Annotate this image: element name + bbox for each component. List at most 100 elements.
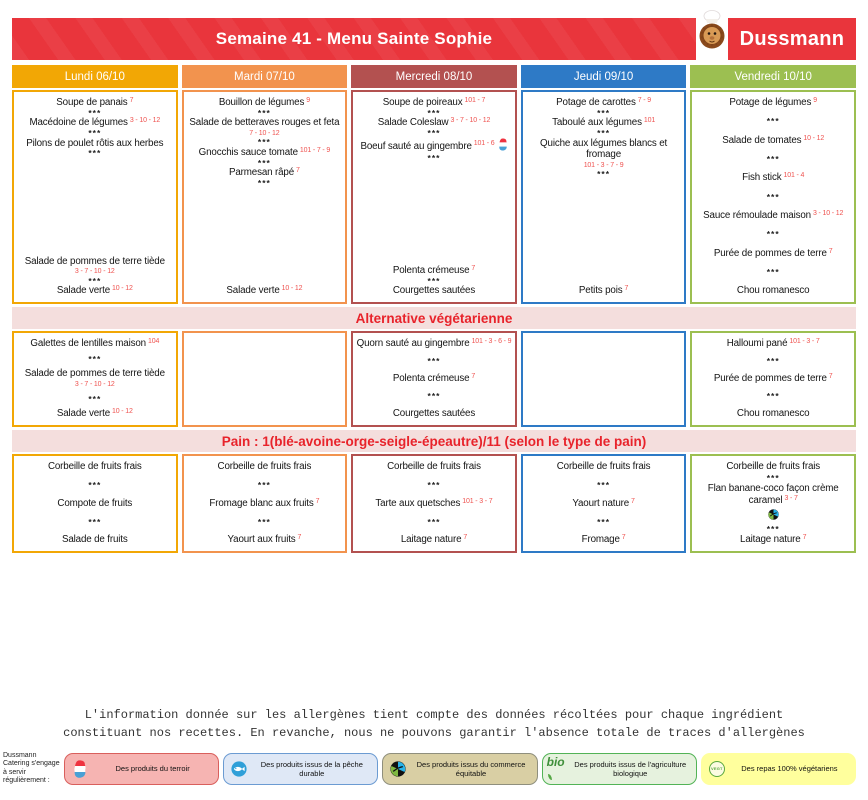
menu-separator: *** <box>257 177 271 188</box>
menu-separator: *** <box>427 153 441 164</box>
main-menu-box-0: Soupe de panais 7 *** Macédoine de légumes 3… <box>12 90 178 304</box>
menu-item: Quiche aux légumes blancs et fromage 101 … <box>525 138 683 171</box>
menu-item-text: Corbeille de fruits frais <box>47 461 142 472</box>
fairtrade-icon <box>390 761 407 777</box>
terroir-icon-wrap <box>498 138 508 155</box>
menu-item-text: Yaourt nature <box>572 497 630 509</box>
allergen-numbers: 101 - 3 - 7 - 9 <box>583 162 624 169</box>
menu-item: Taboulé aux légumes 101 <box>525 117 683 129</box>
menu-separator: *** <box>427 356 441 367</box>
menu-item: Salade verte 10 - 12 <box>16 285 174 297</box>
menu-item: Corbeille de fruits frais <box>525 461 683 473</box>
veg-menu-box-3 <box>520 331 687 427</box>
allergen-numbers: 7 - 9 <box>637 97 651 104</box>
menu-item: Corbeille de fruits frais <box>186 461 344 473</box>
allergen-numbers: 101 <box>643 117 656 125</box>
allergen-numbers: 3 - 7 - 10 - 12 <box>74 268 115 276</box>
menu-item: Corbeille de fruits frais <box>355 461 513 473</box>
menu-item-text: Macédoine de légumes <box>29 117 128 129</box>
menu-item: Flan banane-coco façon crème caramel 3 - … <box>694 483 852 507</box>
menu-item: Potage de carottes 7 - 9 <box>525 97 683 109</box>
menu-item-text: Courgettes sautées <box>392 408 476 420</box>
legend-badge-label: Des produits issus de l'agriculture biol… <box>574 759 687 778</box>
allergen-numbers: 7 <box>828 247 833 255</box>
legend-badge-label: Des produits issus du commerce équitable <box>416 759 526 778</box>
day-header-1: Mardi 07/10 <box>181 65 348 88</box>
veg-menu-row: Galettes de lentilles maison 104 *** Salade… <box>12 331 856 427</box>
fairtrade-icon <box>767 509 779 520</box>
menu-item: Courgettes sautées <box>355 408 513 420</box>
allergen-numbers: 7 <box>631 497 635 505</box>
menu-item: Salade de pommes de terre tiède 3 - 7 - 1… <box>16 368 174 389</box>
allergen-numbers: 101 - 3 - 7 <box>462 497 493 505</box>
menu-item: Boeuf sauté au gingembre 101 - 6 <box>355 138 513 155</box>
menu-item: Laitage nature 7 <box>355 534 513 546</box>
legend-badge-terroir: Des produits du terroir <box>64 752 220 785</box>
pain-band: Pain : 1(blé-avoine-orge-seigle-épeautre… <box>12 430 856 452</box>
menu-separator: *** <box>597 516 611 527</box>
menu-separator: *** <box>88 393 102 404</box>
veg-menu-box-4: Halloumi pané 101 - 3 - 7 *** Purée de pomm… <box>690 331 856 427</box>
allergen-numbers: 3 - 7 - 10 - 12 <box>74 381 115 389</box>
allergen-numbers: 101 - 6 <box>473 140 495 148</box>
menu-item-text: Salade de pommes de terre tiède <box>24 255 165 267</box>
veg-band: Alternative végétarienne <box>12 307 856 329</box>
menu-item: Tarte aux quetsches 101 - 3 - 7 <box>355 498 513 510</box>
allergen-numbers: 3 - 7 - 10 - 12 <box>450 117 491 125</box>
menu-item-text: Galettes de lentilles maison <box>30 338 146 349</box>
menu-item: Laitage nature 7 <box>694 534 852 546</box>
legend-badge-label: Des repas 100% végétariens <box>741 764 838 774</box>
allergen-numbers: 101 - 7 - 9 <box>299 146 331 154</box>
menu-separator: *** <box>257 516 271 527</box>
dessert-menu-box-0: Corbeille de fruits frais *** Compote de f… <box>12 454 178 553</box>
menu-separator: *** <box>766 116 780 127</box>
menu-item: Courgettes sautées <box>355 285 513 297</box>
menu-item-text: Soupe de panais <box>56 97 128 108</box>
dessert-menu-row: Corbeille de fruits frais *** Compote de f… <box>12 454 856 553</box>
dessert-menu-box-3: Corbeille de fruits frais *** Yaourt natur… <box>520 454 687 553</box>
menu-item: Fromage 7 <box>525 534 683 546</box>
legend-badge-bio: bio Des produits issus de l'agriculture b… <box>541 752 697 785</box>
allergen-numbers: 10 - 12 <box>112 285 133 293</box>
menu-item-text: Soupe de poireaux <box>382 97 463 108</box>
dessert-menu-box-2: Corbeille de fruits frais *** Tarte aux qu… <box>351 454 517 553</box>
menu-item-text: Corbeille de fruits frais <box>726 461 821 472</box>
allergen-numbers: 101 - 3 - 7 <box>789 338 820 345</box>
menu-item-text: Salade de betteraves rouges et feta <box>189 117 340 129</box>
menu-item: Chou romanesco <box>694 408 852 420</box>
main-menu-box-3: Potage de carottes 7 - 9 *** Taboulé aux lé… <box>520 90 687 304</box>
menu-item: Halloumi pané 101 - 3 - 7 <box>694 338 852 350</box>
terroir-icon <box>498 138 507 151</box>
menu-item: Compote de fruits <box>16 498 174 510</box>
fairtrade-icon-wrap <box>387 760 409 778</box>
menu-item-text: Boeuf sauté au gingembre <box>360 140 472 152</box>
allergen-numbers: 7 <box>802 534 807 542</box>
allergen-numbers: 3 - 10 - 12 <box>129 117 161 125</box>
menu-item: Sauce rémoulade maison 3 - 10 - 12 <box>694 210 852 222</box>
allergen-numbers: 10 - 12 <box>112 408 133 416</box>
menu-item-text: Courgettes sautées <box>392 285 476 297</box>
legend-badge-fairtrade: Des produits issus du commerce équitable <box>382 752 538 785</box>
menu-item: Galettes de lentilles maison 104 <box>16 338 174 350</box>
menu-separator: *** <box>257 479 271 490</box>
legend-badge-fish: Des produits issus de la pêche durable <box>223 752 379 785</box>
menu-item-text: Laitage nature <box>400 534 462 546</box>
legend-badge-vegt: VEGT Des repas 100% végétariens <box>700 752 857 785</box>
menu-item-text: Purée de pommes de terre <box>713 247 827 259</box>
menu-item: Quorn sauté au gingembre 101 - 3 - 6 - 9 <box>355 338 513 350</box>
menu-item: Macédoine de légumes 3 - 10 - 12 <box>16 117 174 129</box>
day-header-row: Lundi 06/10 Mardi 07/10 Mercredi 08/10 Jeud… <box>12 65 856 88</box>
menu-item-text: Purée de pommes de terre <box>713 373 827 385</box>
legend-badges: Des produits du terroir Des produits issu… <box>64 752 868 785</box>
menu-item: Pilons de poulet rôtis aux herbes <box>16 138 174 150</box>
menu-separator: *** <box>257 107 271 118</box>
allergen-numbers: 7 <box>471 265 476 272</box>
menu-separator: *** <box>427 391 441 402</box>
menu-item-text: Salade de tomates <box>722 134 802 146</box>
legend-footer: Dussmann Catering s'engage à servir régu… <box>0 752 868 786</box>
menu-separator: *** <box>766 391 780 402</box>
menu-item-text: Sauce rémoulade maison <box>703 209 811 221</box>
menu-page: Semaine 41 - Menu Sainte Sophie Dussmann… <box>12 10 856 553</box>
brand-logo-text: Dussmann <box>739 27 845 50</box>
header: Semaine 41 - Menu Sainte Sophie Dussmann <box>12 10 856 60</box>
